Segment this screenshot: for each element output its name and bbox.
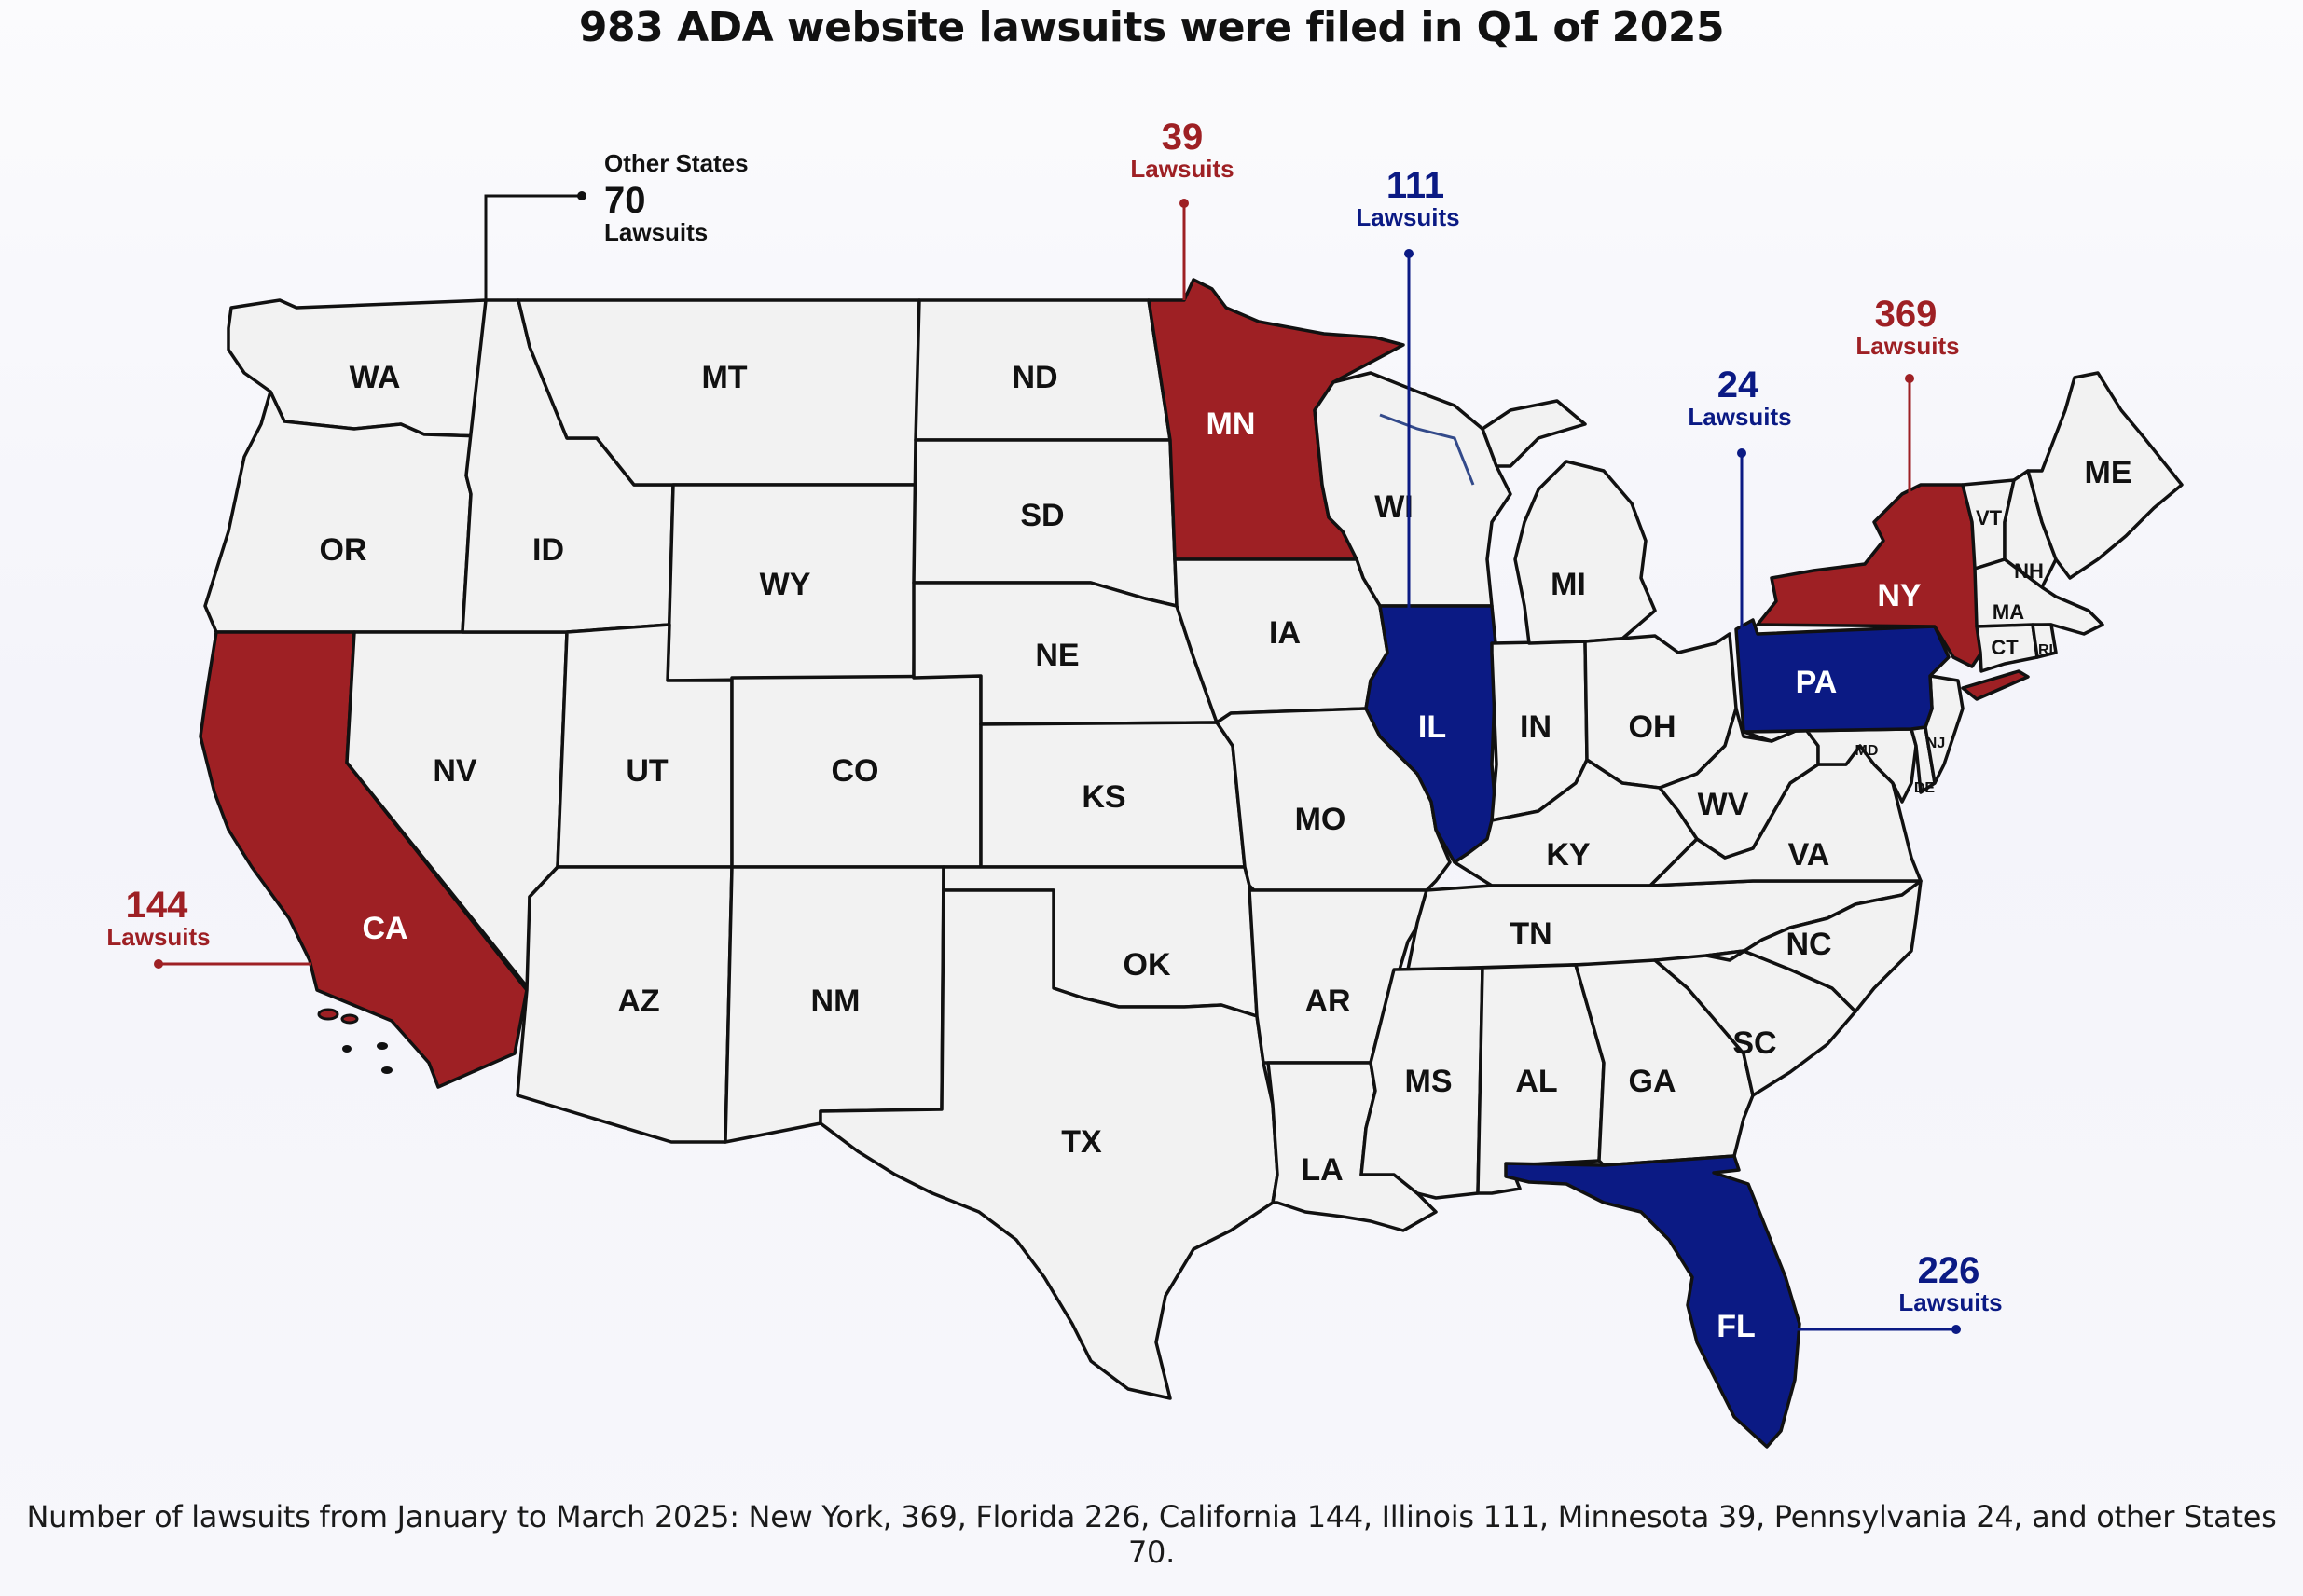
label-ms: MS xyxy=(1405,1064,1453,1099)
leader-other xyxy=(484,194,582,300)
label-wa: WA xyxy=(350,360,401,395)
river-line xyxy=(1379,413,1475,486)
other-unit: Lawsuits xyxy=(604,218,708,246)
leader-dot-ny xyxy=(1905,374,1914,383)
ca-unit: Lawsuits xyxy=(106,923,210,951)
label-nd: ND xyxy=(1012,360,1057,395)
label-az: AZ xyxy=(617,984,659,1019)
label-va: VA xyxy=(1788,837,1830,873)
ny-count: 369 xyxy=(1875,294,1938,335)
island-ca-2 xyxy=(340,1013,359,1025)
label-mo: MO xyxy=(1295,802,1346,837)
label-nj: NJ xyxy=(1926,736,1945,751)
label-ne: NE xyxy=(1035,638,1079,673)
label-nm: NM xyxy=(811,984,861,1019)
label-sc: SC xyxy=(1732,1025,1776,1061)
state-labels: WA OR CA NV ID MT WY UT CO AZ NM ND SD N… xyxy=(320,360,2132,1344)
label-nv: NV xyxy=(433,753,477,789)
state-ny xyxy=(1756,483,2030,701)
label-co: CO xyxy=(832,753,879,789)
map-caption: Number of lawsuits from January to March… xyxy=(26,1499,2277,1570)
label-ny: NY xyxy=(1877,578,1922,613)
other-heading: Other States xyxy=(604,149,749,177)
leader-dot-pa xyxy=(1737,448,1746,458)
island-ca-5 xyxy=(381,1066,393,1074)
label-ri: RI xyxy=(2038,642,2053,658)
island-ca-3 xyxy=(342,1045,352,1053)
leader-dot-ca xyxy=(154,959,163,969)
fl-unit: Lawsuits xyxy=(1898,1288,2002,1316)
label-wv: WV xyxy=(1698,787,1749,822)
label-tn: TN xyxy=(1510,916,1551,952)
label-mn: MN xyxy=(1207,406,1256,442)
label-ut: UT xyxy=(626,753,669,789)
mn-count: 39 xyxy=(1162,117,1204,158)
island-ca-1 xyxy=(317,1008,339,1021)
state-wi xyxy=(1313,371,1512,608)
label-tx: TX xyxy=(1061,1124,1102,1160)
state-ri xyxy=(2031,623,2058,659)
label-ga: GA xyxy=(1629,1064,1676,1099)
label-wi: WI xyxy=(1374,489,1414,525)
label-or: OR xyxy=(320,532,367,568)
label-id: ID xyxy=(532,532,564,568)
label-de: DE xyxy=(1914,780,1936,796)
label-ky: KY xyxy=(1546,837,1591,873)
fl-count: 226 xyxy=(1918,1250,1980,1291)
label-in: IN xyxy=(1520,709,1551,745)
pa-unit: Lawsuits xyxy=(1688,403,1791,431)
label-al: AL xyxy=(1515,1064,1557,1099)
state-fl xyxy=(1504,1154,1801,1449)
label-ok: OK xyxy=(1124,947,1171,983)
leader-dot-mn xyxy=(1179,199,1189,208)
label-ar: AR xyxy=(1304,984,1350,1019)
state-shapes xyxy=(199,278,2184,1449)
label-nc: NC xyxy=(1786,927,1831,962)
other-count: 70 xyxy=(604,180,646,221)
label-il: IL xyxy=(1418,709,1446,745)
leader-dot-other xyxy=(577,191,586,200)
label-ct: CT xyxy=(1991,636,2019,659)
state-tx xyxy=(819,888,1279,1400)
label-md: MD xyxy=(1855,743,1879,759)
label-la: LA xyxy=(1301,1152,1343,1188)
label-mt: MT xyxy=(701,360,747,395)
mn-unit: Lawsuits xyxy=(1130,155,1234,183)
label-ca: CA xyxy=(362,911,407,946)
il-unit: Lawsuits xyxy=(1356,203,1459,231)
label-oh: OH xyxy=(1629,709,1676,745)
label-ma: MA xyxy=(1993,600,2024,624)
label-me: ME xyxy=(2085,455,2132,490)
label-ks: KS xyxy=(1082,779,1125,815)
label-nh: NH xyxy=(2014,559,2044,583)
state-mi xyxy=(1481,399,1657,645)
label-vt: VT xyxy=(1976,506,2003,530)
il-count: 111 xyxy=(1386,165,1444,206)
label-sd: SD xyxy=(1020,498,1064,533)
island-ca-4 xyxy=(377,1042,388,1050)
ca-count: 144 xyxy=(126,885,188,926)
state-me xyxy=(2026,371,2184,580)
ny-unit: Lawsuits xyxy=(1855,332,1959,360)
state-nc xyxy=(1704,879,1923,1013)
label-pa: PA xyxy=(1796,665,1838,700)
callouts: Other States 70 Lawsuits 39 Lawsuits 111… xyxy=(106,117,2003,1334)
state-pa xyxy=(1734,618,1951,734)
leader-dot-fl xyxy=(1951,1325,1961,1334)
pa-count: 24 xyxy=(1717,365,1759,406)
label-wy: WY xyxy=(760,567,811,602)
leader-dot-il xyxy=(1404,249,1414,258)
label-fl: FL xyxy=(1717,1309,1756,1344)
label-mi: MI xyxy=(1551,567,1586,602)
label-ia: IA xyxy=(1269,615,1301,651)
map-title: 983 ADA website lawsuits were filed in Q… xyxy=(578,4,1725,51)
